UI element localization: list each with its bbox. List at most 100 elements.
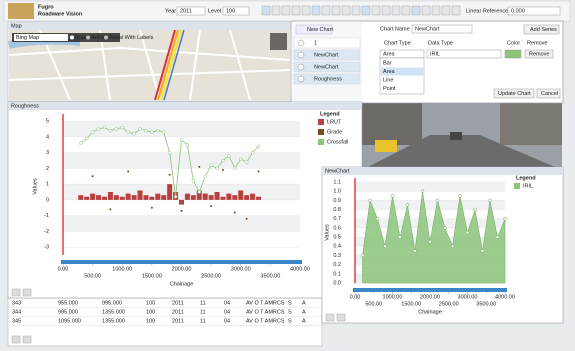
y-tick-label: 3 <box>46 150 49 156</box>
toolbar-button[interactable] <box>361 5 371 16</box>
toolbar-button[interactable] <box>271 5 281 16</box>
table-cell: 1355.000 <box>102 309 125 315</box>
y-tick-label: 1.0 <box>333 189 341 195</box>
x-tick-label: 1000.00 <box>112 266 132 272</box>
x-tick-label: 500.00 <box>84 273 101 279</box>
chart-icon <box>297 63 305 71</box>
y-tick-label: -2 <box>44 229 49 235</box>
y-tick-label: 0.7 <box>333 216 341 222</box>
y-tick-label: 0.0 <box>333 280 341 286</box>
color-picker[interactable] <box>504 49 522 59</box>
toolbar-button[interactable] <box>341 5 351 16</box>
table-cell: 100 <box>146 309 155 315</box>
legend-swatch <box>514 183 520 189</box>
chart-list-item[interactable] <box>293 37 361 49</box>
toolbar-button[interactable] <box>431 5 441 16</box>
toolbar-button[interactable] <box>321 5 331 16</box>
chart-type-options: Bar Area Line Point <box>381 60 423 92</box>
scrollbar[interactable] <box>61 260 302 264</box>
chart-list-item[interactable] <box>293 61 361 73</box>
cancel-button[interactable] <box>536 88 561 99</box>
map-route-blue <box>163 29 185 101</box>
chart-list-item[interactable] <box>293 49 361 61</box>
panel-title: Roughness <box>11 103 39 109</box>
legend-label: LRUT <box>327 119 342 125</box>
bar <box>131 195 137 200</box>
point <box>150 206 153 209</box>
map-title: Map <box>11 23 22 29</box>
area-point <box>465 230 470 235</box>
chart-button[interactable] <box>325 313 335 322</box>
toolbar-button[interactable] <box>291 5 301 16</box>
radio[interactable] <box>104 35 108 40</box>
chart-button[interactable] <box>336 313 346 322</box>
chart-type-option[interactable]: Line <box>383 77 393 83</box>
panel-title-bar <box>322 167 563 175</box>
toolbar-button[interactable] <box>451 5 461 16</box>
x-tick-label: 2500.00 <box>201 273 221 279</box>
data-table <box>7 297 323 347</box>
toolbar-button[interactable] <box>371 5 381 16</box>
toolbar-button[interactable] <box>381 5 391 16</box>
bar <box>196 190 202 200</box>
radio[interactable] <box>70 35 74 40</box>
map-type-select[interactable] <box>14 34 68 41</box>
toolbar-button[interactable] <box>331 5 341 16</box>
year-select[interactable] <box>176 6 206 16</box>
toolbar-button[interactable] <box>411 5 421 16</box>
table-cell: 11 <box>200 318 206 324</box>
chart-type-option[interactable]: Area <box>383 69 396 75</box>
chart-button[interactable] <box>11 288 21 297</box>
table-cell: 2011 <box>172 309 184 315</box>
add-series-button[interactable] <box>523 24 560 35</box>
area-point <box>458 194 462 198</box>
toolbar-button[interactable] <box>311 5 321 16</box>
new-chart-label: New Chart <box>307 27 333 33</box>
toolbar-button[interactable] <box>391 5 401 16</box>
toolbar-button[interactable] <box>301 5 311 16</box>
update-chart-button[interactable] <box>493 88 535 99</box>
line-point <box>84 136 89 141</box>
x-tick-label: 0.00 <box>350 294 361 300</box>
legend-title: Legend <box>516 175 536 181</box>
toolbar-button[interactable] <box>441 5 451 16</box>
table-button[interactable] <box>22 335 32 344</box>
data-type-value: IRIL <box>430 51 440 57</box>
map-zoom[interactable] <box>270 33 287 50</box>
chart-button[interactable] <box>22 288 32 297</box>
x-tick-label: 1000.00 <box>383 294 403 300</box>
area-point <box>390 194 395 198</box>
data-type-select[interactable] <box>426 49 502 59</box>
grid-band <box>355 182 505 192</box>
chart-type-option[interactable]: Bar <box>383 60 392 66</box>
camera-vehicle <box>450 132 462 140</box>
chart-type-option[interactable]: Point <box>383 86 396 92</box>
toolbar-button[interactable] <box>401 5 411 16</box>
chart-name-input[interactable] <box>411 24 473 34</box>
line-point <box>221 158 225 163</box>
y-tick-label: 5 <box>46 119 49 125</box>
bar <box>256 196 262 200</box>
toolbar-button[interactable] <box>351 5 361 16</box>
y-tick-label: -3 <box>44 245 49 251</box>
bar <box>161 195 167 200</box>
linear-reference-input[interactable] <box>507 6 561 16</box>
toolbar-button[interactable] <box>261 5 271 16</box>
toolbar-button[interactable] <box>281 5 291 16</box>
line-point <box>79 141 83 145</box>
bar <box>78 195 84 200</box>
scrollbar[interactable] <box>353 288 507 292</box>
radio[interactable] <box>86 35 90 40</box>
chart-list-item[interactable] <box>293 73 361 85</box>
bar <box>155 193 161 200</box>
bar <box>167 184 173 200</box>
bar <box>149 196 155 200</box>
map-streets <box>8 29 291 101</box>
level-select[interactable] <box>222 6 250 16</box>
table-cell: 1095.000 <box>58 318 81 324</box>
remove-button[interactable] <box>524 49 554 59</box>
table-button[interactable] <box>11 335 21 344</box>
new-chart-button[interactable] <box>295 24 333 35</box>
toolbar-button[interactable] <box>421 5 431 16</box>
chart-list-label: 1 <box>314 40 317 46</box>
